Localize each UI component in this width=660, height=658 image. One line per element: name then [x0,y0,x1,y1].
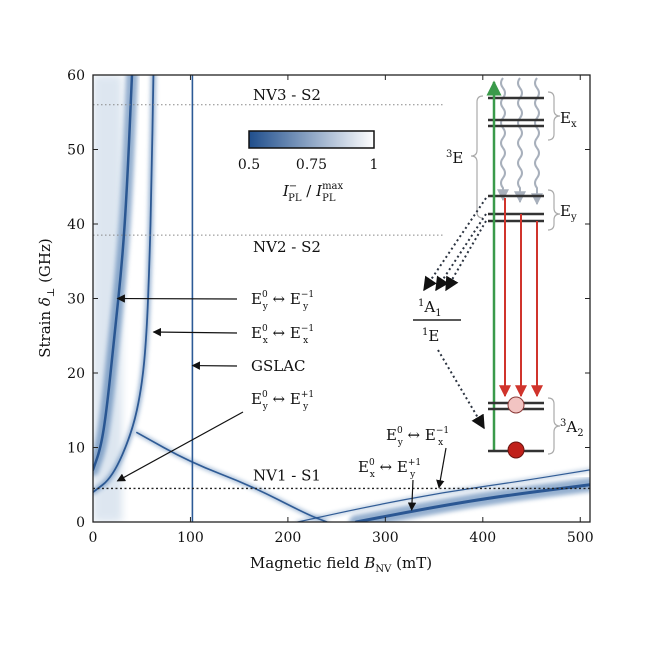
y-axis-label: Strain δ⊥ (GHz) [36,238,57,358]
ex-label: Ex [560,109,577,130]
annotation-arrow [407,479,417,511]
annotation-label: E0 x ↔ E−1 x [251,324,314,346]
isc-arrow [423,197,487,292]
isc-arrow [435,213,487,292]
x-tick-label: 500 [567,530,594,546]
annotations: E0 y ↔ E−1 y E0 x ↔ E−1 x GSLAC E0 y ↔ E+1 y E0 y ↔… [116,290,449,511]
population-dot-ms1 [507,396,525,414]
x-tick-label: 400 [469,530,496,546]
reference-line-label: NV2 - S2 [253,238,321,256]
excited-state-label: 3E [446,149,463,167]
annotation-label: E0 y ↔ E−1 y [251,290,314,312]
annotation-label: E0 y ↔ E−1 x [386,426,449,448]
colorbar-gradient [248,130,375,149]
feature-line [354,483,590,522]
y-tick-label: 30 [67,292,85,308]
annotation-label: GSLAC [251,357,306,375]
bracket-ex [547,91,561,141]
isc-arrow [445,220,487,292]
colorbar-tick-label: 0.75 [296,157,327,173]
colorbar-tick-label: 1 [370,157,379,173]
y-axis-ticks: 0 10 20 30 40 50 60 [67,68,590,531]
x-tick-label: 100 [177,530,204,546]
annotation-arrow [436,447,447,489]
y-tick-label: 20 [67,366,85,382]
colorbar-ticks: 0.5 0.75 1 [238,157,379,173]
bracket-3a2 [547,397,561,455]
level-diagram: Ex Ey 3E 1A1 1E 3A2 [413,77,584,459]
x-axis-label: Magnetic field BNV (mT) [250,554,432,575]
bracket-ey [547,189,561,231]
annotation-arrow [116,411,244,482]
colorbar-label: I− PL / Imax PL [282,181,344,204]
annotation-arrow [152,327,238,337]
feature-line [93,75,155,494]
singlet-upper-label: 1A1 [418,298,442,319]
x-tick-label: 300 [372,530,399,546]
colorbar: 0.5 0.75 1 I− PL / Imax PL [238,130,379,204]
annotation-label: E0 y ↔ E+1 y [251,390,314,412]
y-tick-label: 50 [67,143,85,159]
annotation-arrow [116,294,238,303]
isc-arrow [437,349,485,430]
y-tick-label: 60 [67,68,85,84]
reference-line-label: NV1 - S1 [253,466,321,484]
singlet-lower-label: 1E [422,327,439,345]
x-tick-label: 0 [89,530,98,546]
annotation-label: E0 x ↔ E+1 y [358,458,421,480]
y-tick-label: 40 [67,217,85,233]
y-tick-label: 10 [67,441,85,457]
bracket-3e [470,95,484,219]
x-tick-label: 200 [275,530,302,546]
ground-state-label: 3A2 [560,418,584,439]
reference-line-label: NV3 - S2 [253,86,321,104]
y-tick-label: 0 [76,515,85,531]
colorbar-tick-label: 0.5 [238,157,260,173]
feature-line [136,431,328,522]
feature-line [297,469,590,522]
ey-label: Ey [560,202,577,223]
x-axis-ticks: 0 100 200 300 400 500 [89,75,594,546]
population-dot-ms0 [507,441,525,459]
reference-lines: NV3 - S2 NV2 - S2 NV1 - S1 [93,86,590,490]
